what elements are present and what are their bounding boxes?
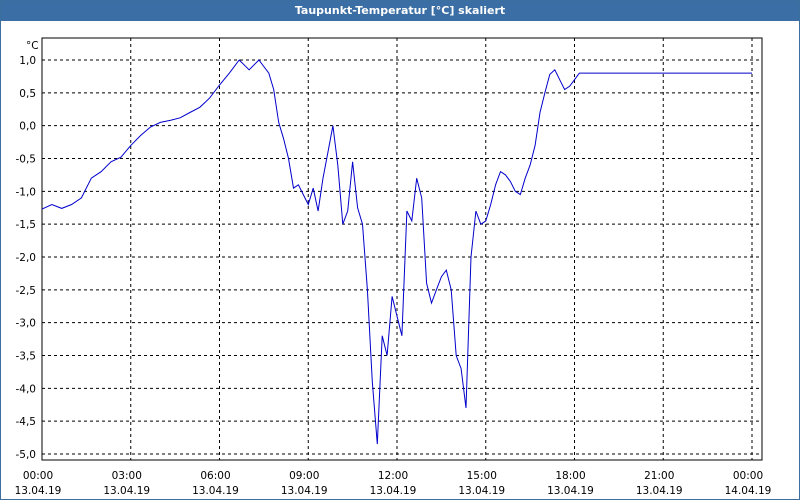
x-axis-ticks: 00:00 13.04.19 03:00 13.04.19 06:00 13.04.19 0… [15,470,772,497]
y-tick-label: -2,5 [16,285,37,297]
y-tick-label: -2,0 [16,252,37,264]
x-tick-time: 12:00 [378,470,408,482]
x-tick-time: 09:00 [289,470,319,482]
y-tick-label: -0,5 [16,154,37,166]
y-tick-label: -3,0 [16,318,37,330]
y-tick-label: -4,5 [16,416,37,428]
x-tick-time: 15:00 [467,470,497,482]
y-tick-label: 0,0 [19,121,36,133]
y-tick-label: 1,0 [19,55,36,67]
x-tick-time: 00:00 [23,470,53,482]
x-tick-time: 00:00 [733,470,763,482]
y-tick-label: -1,0 [16,186,37,198]
y-axis-ticks: 1,0 0,5 0,0 -0,5 -1,0 -1,5 -2,0 -2,5 -3,0 -3,5 -4,… [16,55,37,461]
x-tick-time: 18:00 [555,470,585,482]
chart-title: Taupunkt-Temperatur [°C] skaliert [294,4,506,17]
plot-area [41,37,763,461]
x-tick-date: 13.04.19 [636,485,683,497]
y-tick-label: -3,5 [16,351,37,363]
x-tick-date: 13.04.19 [103,485,150,497]
x-tick-time: 21:00 [644,470,674,482]
y-tick-label: -1,5 [16,219,37,231]
x-tick-date: 13.04.19 [192,485,239,497]
x-tick-date: 13.04.19 [370,485,417,497]
grid-lines [42,38,762,460]
x-tick-date: 13.04.19 [281,485,328,497]
x-tick-date: 13.04.19 [15,485,62,497]
title-bar: Taupunkt-Temperatur [°C] skaliert [1,1,799,21]
y-unit-label: °C [26,40,39,52]
y-tick-label: -5,0 [16,449,37,461]
x-tick-time: 06:00 [200,470,230,482]
series-group [41,59,752,445]
x-tick-date: 13.04.19 [458,485,505,497]
x-tick-time: 03:00 [112,470,142,482]
y-tick-label: -4,0 [16,383,37,395]
x-tick-date: 14.04.19 [725,485,772,497]
series-line [41,59,752,445]
x-tick-date: 13.04.19 [547,485,594,497]
y-tick-label: 0,5 [19,88,36,100]
